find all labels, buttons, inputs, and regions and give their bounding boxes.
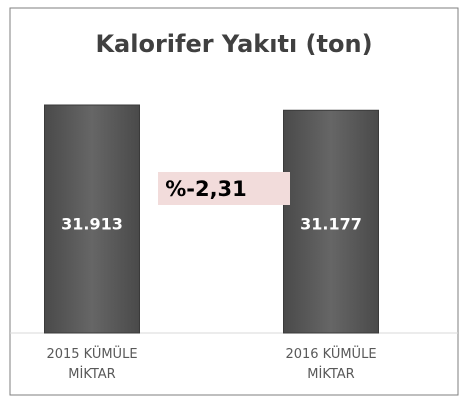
frame	[9, 7, 459, 396]
x-tick-label: 2016 KÜMÜLE MİKTAR	[285, 347, 377, 382]
bar	[283, 109, 379, 334]
chart-title: Kalorifer Yakıtı (ton)	[95, 30, 372, 58]
x-tick-label: 2015 KÜMÜLE MİKTAR	[46, 347, 138, 382]
annotation: %-2,31	[165, 177, 247, 201]
value-label: 31.177	[300, 215, 362, 234]
bar	[44, 104, 140, 334]
value-label: 31.913	[61, 215, 123, 234]
annotation-box	[158, 172, 290, 205]
